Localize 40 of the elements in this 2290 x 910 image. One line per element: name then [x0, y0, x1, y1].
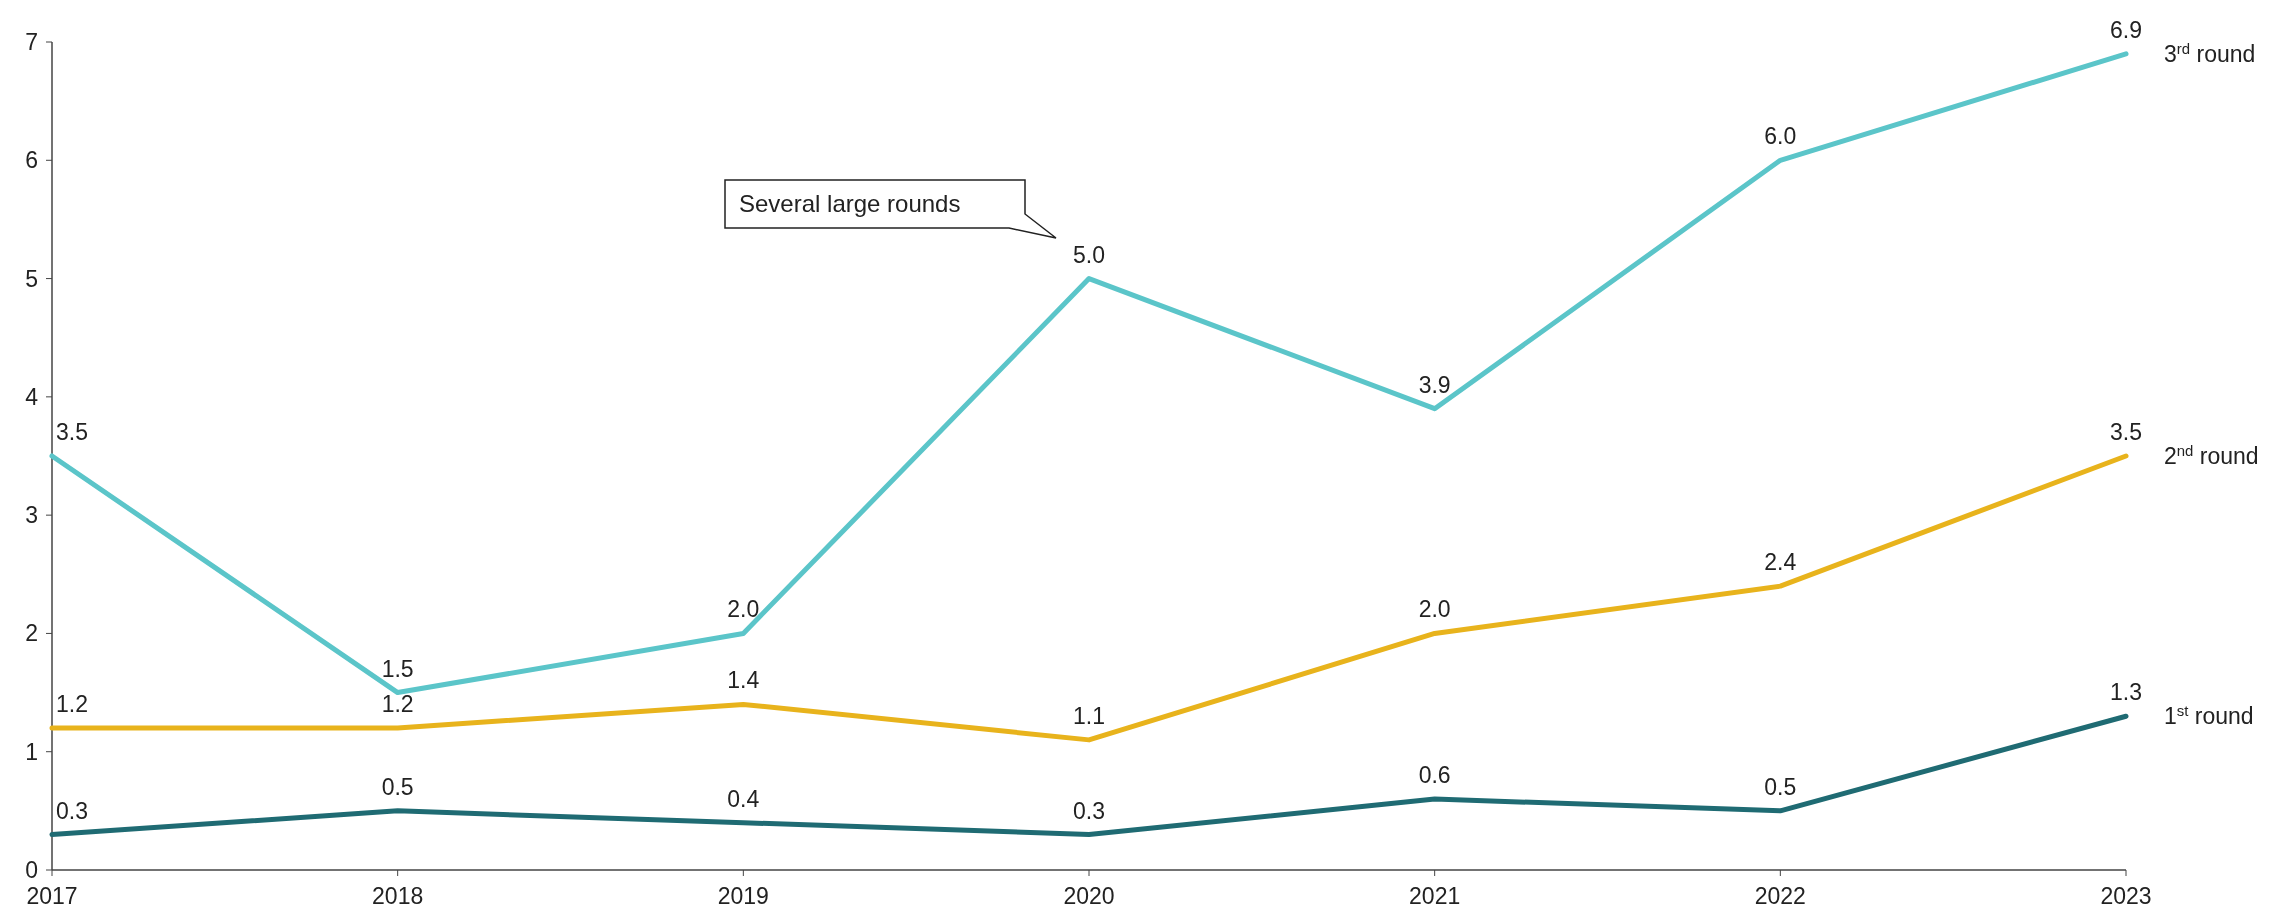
data-label: 2.0 — [727, 596, 760, 623]
data-label: 1.3 — [2110, 679, 2142, 706]
x-tick-label: 2023 — [2100, 883, 2152, 909]
data-label: 0.3 — [56, 797, 88, 824]
x-tick-label: 2018 — [372, 883, 424, 909]
y-tick-label: 7 — [25, 29, 38, 55]
data-label: 3.9 — [1418, 371, 1451, 398]
data-label: 1.5 — [381, 655, 414, 682]
data-label: 3.5 — [56, 419, 88, 445]
data-label: 2.0 — [1418, 596, 1451, 623]
data-label: 3.5 — [2110, 419, 2142, 445]
data-label: 0.5 — [381, 773, 414, 800]
x-tick-label: 2017 — [26, 883, 78, 909]
y-tick-label: 1 — [25, 738, 38, 765]
data-label: 1.2 — [56, 691, 88, 718]
data-label: 6.9 — [2110, 16, 2142, 43]
data-label: 2.4 — [1764, 549, 1797, 576]
y-tick-label: 3 — [25, 502, 38, 529]
y-tick-label: 6 — [25, 147, 38, 174]
y-tick-label: 5 — [25, 265, 38, 292]
x-tick-label: 2021 — [1409, 883, 1461, 909]
x-tick-label: 2022 — [1754, 883, 1806, 909]
data-label: 5.0 — [1073, 241, 1105, 268]
data-label: 0.4 — [727, 785, 760, 812]
data-label: 0.3 — [1073, 797, 1105, 824]
data-label: 1.4 — [727, 667, 760, 694]
x-tick-label: 2020 — [1063, 883, 1115, 909]
series-label: 2$^{nd}$ round — [2164, 441, 2259, 469]
y-tick-label: 4 — [25, 383, 39, 410]
data-label: 1.1 — [1073, 702, 1105, 729]
series-label: 3$^{rd}$ round — [2164, 39, 2256, 67]
y-tick-label: 2 — [25, 620, 38, 647]
series-label: 1$^{st}$ round — [2164, 701, 2254, 730]
data-label: 0.6 — [1418, 762, 1451, 789]
y-tick-label: 0 — [25, 857, 38, 883]
data-label: 6.0 — [1764, 123, 1797, 150]
data-label: 1.2 — [381, 691, 414, 718]
annotation: Several large rounds — [739, 190, 961, 217]
data-label: 0.5 — [1764, 773, 1797, 800]
x-tick-label: 2019 — [717, 883, 769, 909]
